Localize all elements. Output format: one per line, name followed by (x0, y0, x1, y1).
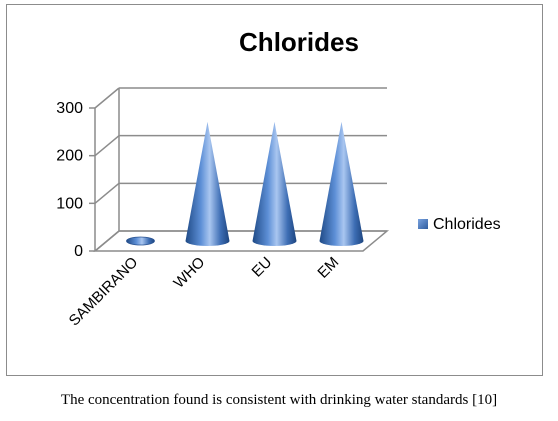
cone-mark (185, 121, 230, 246)
gridline-depth (94, 182, 120, 204)
cone-mark (126, 236, 155, 246)
x-tick-label: SAMBIRANO (66, 254, 142, 330)
y-tick-label: 300 (56, 100, 83, 117)
legend-label: Chlorides (433, 216, 501, 233)
chart-title: Chlorides (239, 27, 359, 57)
legend: Chlorides (418, 216, 501, 233)
legend-swatch (418, 219, 428, 229)
cone-mark (319, 121, 364, 246)
gridline-depth (94, 87, 120, 109)
chart-frame: 0 100 200 300 SAMBIRANO WHO EU EM Chlorides Chl… (6, 4, 543, 376)
x-tick-label: EM (314, 254, 342, 282)
floor (92, 230, 390, 252)
y-tick-label: 200 (56, 148, 83, 165)
y-tick-label: 100 (56, 195, 83, 212)
gridline-depth (94, 135, 120, 157)
figure-caption: The concentration found is consistent wi… (60, 392, 498, 408)
x-tick-label: EU (249, 254, 276, 281)
cone-mark (252, 121, 297, 246)
y-tick-label: 0 (74, 243, 83, 260)
chart: 0 100 200 300 SAMBIRANO WHO EU EM Chlorides Chl… (56, 27, 501, 330)
x-tick-label: WHO (170, 254, 208, 292)
